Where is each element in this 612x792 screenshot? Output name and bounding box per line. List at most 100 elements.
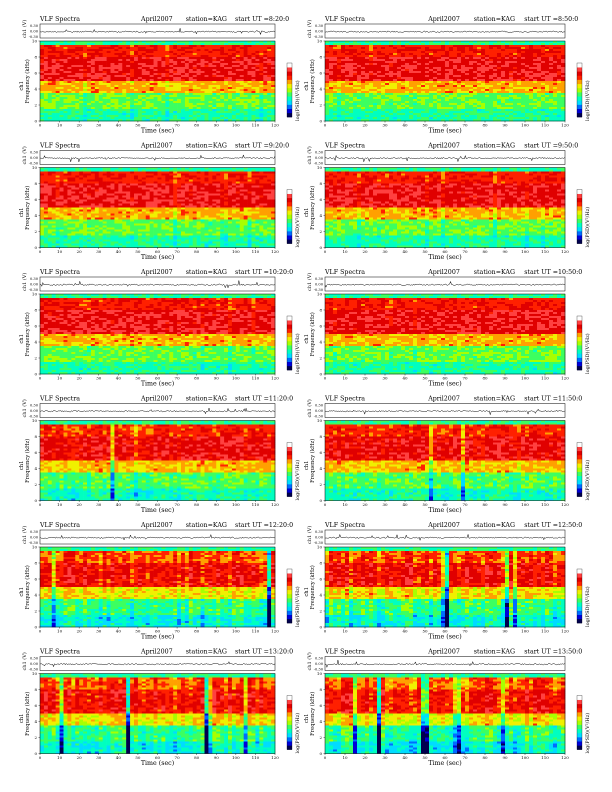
spectrogram-cell bbox=[63, 101, 68, 104]
spectrogram-cell bbox=[437, 75, 442, 78]
spectrogram-cell bbox=[381, 73, 386, 76]
spectrogram-cell bbox=[59, 67, 64, 70]
spectrogram-cell bbox=[437, 113, 442, 116]
spectrogram-cell bbox=[429, 103, 434, 106]
spectrogram-cell bbox=[51, 99, 56, 102]
spectrogram-cell bbox=[200, 101, 205, 104]
spectrogram-cell bbox=[51, 167, 56, 170]
spectrogram-cell bbox=[341, 113, 346, 116]
spectrogram-cell bbox=[353, 47, 358, 50]
spectrogram-cell bbox=[90, 67, 96, 70]
spectrogram-cell bbox=[145, 73, 150, 76]
spectrogram-cell bbox=[441, 79, 446, 82]
spectrogram-cell bbox=[533, 53, 538, 56]
spectrogram-cell bbox=[417, 57, 422, 60]
spectrogram-cell bbox=[255, 45, 260, 48]
spectrogram-cell bbox=[413, 43, 418, 46]
spectrogram-cell bbox=[157, 105, 162, 108]
spectrogram-cell bbox=[553, 57, 558, 60]
spectrogram-cell bbox=[413, 111, 418, 114]
spectrogram-cell bbox=[409, 113, 414, 116]
spectrogram-cell bbox=[59, 61, 64, 64]
spectrogram-cell bbox=[251, 57, 256, 60]
spectrogram-cell bbox=[169, 115, 174, 118]
spectrogram-cell bbox=[505, 109, 510, 112]
spectrogram-cell bbox=[75, 59, 80, 62]
spectrogram-cell bbox=[525, 49, 530, 52]
spectrogram-cell bbox=[501, 89, 506, 92]
spectrogram-cell bbox=[188, 115, 194, 118]
spectrogram-cell bbox=[429, 71, 434, 74]
spectrogram-cell bbox=[481, 97, 486, 100]
spectrogram-cell bbox=[333, 99, 338, 102]
spectrogram-cell bbox=[361, 75, 366, 78]
spectrogram-cell bbox=[393, 57, 398, 60]
spectrogram-cell bbox=[401, 45, 406, 48]
spectrogram-cell bbox=[55, 103, 60, 106]
spectrogram-cell bbox=[149, 109, 154, 112]
spectrogram-cell bbox=[212, 59, 217, 62]
spectrogram-cell bbox=[239, 79, 244, 82]
spectrogram-cell bbox=[369, 91, 374, 94]
x-tick-label: 60 bbox=[155, 123, 161, 128]
spectrogram-cell bbox=[51, 41, 56, 44]
spectrogram-cell bbox=[357, 75, 362, 78]
spectrogram-cell bbox=[173, 99, 178, 102]
spectrogram-cell bbox=[413, 107, 418, 110]
spectrogram-cell bbox=[373, 95, 378, 98]
spectrogram-cell bbox=[169, 119, 174, 122]
spectrogram-cell bbox=[557, 47, 562, 50]
spectrogram-cell bbox=[231, 69, 237, 72]
spectrogram-cell bbox=[445, 93, 450, 96]
spectrogram-cell bbox=[449, 97, 454, 100]
spectrogram-cell bbox=[421, 67, 426, 70]
spectrogram-cell bbox=[425, 111, 430, 114]
spectrogram-cell bbox=[365, 105, 370, 108]
spectrogram-cell bbox=[361, 89, 366, 92]
spectrogram-cell bbox=[365, 63, 370, 66]
spectrogram-cell bbox=[196, 53, 201, 56]
spectrogram-cell bbox=[98, 105, 103, 108]
spectrogram-cell bbox=[87, 77, 92, 80]
spectrogram-cell bbox=[196, 97, 201, 100]
spectrogram-cell bbox=[235, 55, 241, 58]
spectrogram-cell bbox=[169, 81, 174, 84]
spectrogram-cell bbox=[169, 89, 174, 92]
spectrogram-cell bbox=[94, 91, 100, 94]
spectrogram-cell bbox=[243, 113, 248, 116]
spectrogram-cell bbox=[397, 61, 402, 64]
spectrogram-cell bbox=[184, 119, 190, 122]
spectrogram-cell bbox=[409, 69, 414, 72]
spectrogram-cell bbox=[537, 63, 542, 66]
spectrogram-cell bbox=[385, 103, 390, 106]
spectrogram-cell bbox=[337, 87, 342, 90]
spectrogram-cell bbox=[87, 69, 92, 72]
spectrogram-cell bbox=[204, 85, 209, 88]
spectrogram-cell bbox=[361, 81, 366, 84]
spectrogram-cell bbox=[361, 65, 366, 68]
spectrogram-cell bbox=[405, 85, 410, 88]
spectrogram-cell bbox=[188, 57, 194, 60]
spectrogram-cell bbox=[200, 113, 205, 116]
spectrogram-cell bbox=[369, 109, 374, 112]
spectrogram-cell bbox=[533, 63, 538, 66]
spectrogram-cell bbox=[71, 75, 76, 78]
spectrogram-cell bbox=[263, 107, 268, 110]
spectrogram-cell bbox=[369, 81, 374, 84]
spectrogram-cell bbox=[381, 71, 386, 74]
spectrogram-cell bbox=[157, 89, 162, 92]
spectrogram-cell bbox=[481, 75, 486, 78]
spectrogram-cell bbox=[393, 41, 398, 44]
spectrogram-cell bbox=[537, 117, 542, 120]
spectrogram-cell bbox=[71, 85, 76, 88]
spectrogram-cell bbox=[477, 115, 482, 118]
spectrogram-cell bbox=[47, 105, 53, 108]
spectrogram-cell bbox=[509, 109, 514, 112]
spectrogram-cell bbox=[224, 87, 229, 90]
spectrogram-cell bbox=[337, 47, 342, 50]
spectrogram-cell bbox=[485, 55, 490, 58]
spectrogram-cell bbox=[251, 47, 256, 50]
spectrogram-cell bbox=[529, 103, 534, 106]
spectrogram-cell bbox=[465, 65, 470, 68]
spectrogram-cell bbox=[505, 85, 510, 88]
